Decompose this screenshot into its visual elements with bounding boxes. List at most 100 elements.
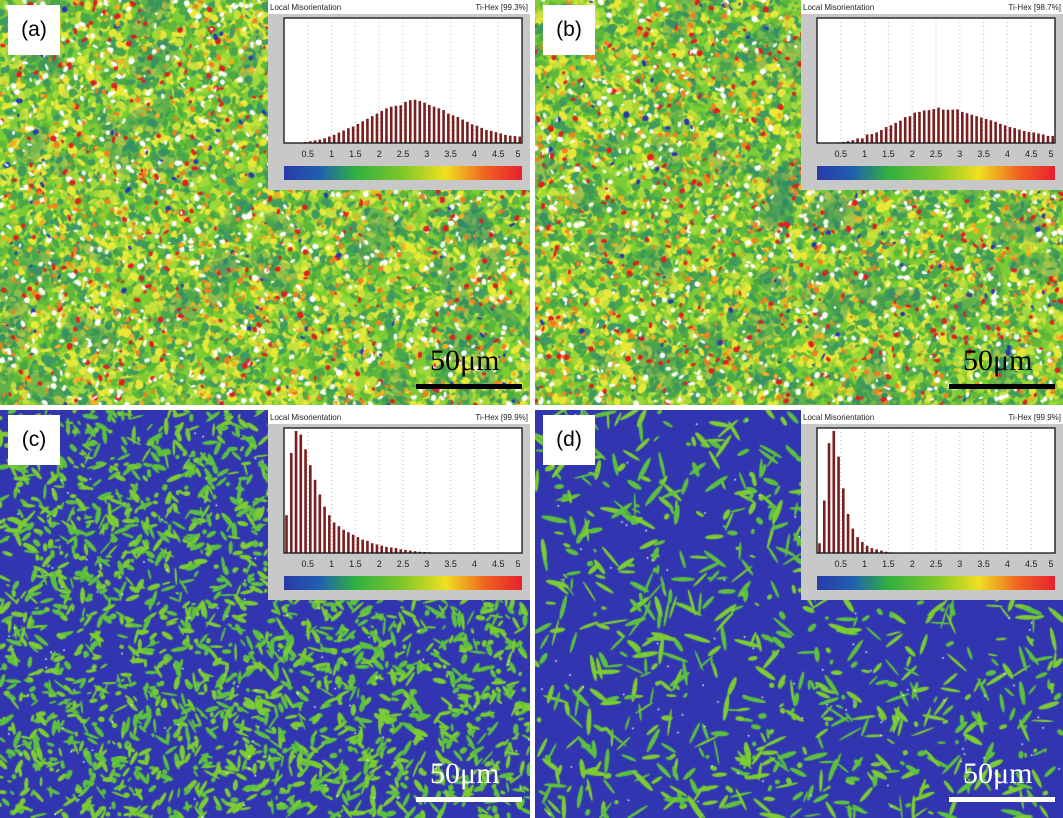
histogram-bar (309, 465, 312, 553)
histogram-inset: Local Misorientation Ti-Hex [98.7%] 0.5 1… (801, 0, 1063, 190)
x-tick-label: 4 (1005, 149, 1010, 159)
x-tick-label: 1 (329, 149, 334, 159)
histogram-bar (980, 117, 983, 143)
x-tick-label: 4 (472, 149, 477, 159)
histogram-bar (318, 139, 322, 143)
histogram-bar (447, 113, 450, 143)
x-tick-label: 4.5 (492, 559, 505, 569)
histogram-bar (332, 522, 336, 553)
colorbar (284, 576, 522, 590)
histogram-bar (884, 127, 888, 143)
x-tick-label: 5 (1048, 149, 1053, 159)
histogram-bar (432, 106, 436, 143)
colorbar (284, 166, 522, 180)
histogram-bar (385, 108, 388, 143)
inset-title: Local Misorientation (803, 413, 875, 422)
histogram-bar (956, 109, 959, 143)
phase-label: Ti-Hex [99.9%] (475, 413, 528, 422)
x-tick-label: 0.5 (302, 559, 315, 569)
histogram-bar (423, 102, 426, 143)
histogram-bar (485, 129, 488, 143)
x-tick-label: 2.5 (930, 149, 943, 159)
x-tick-label: 3.5 (977, 559, 990, 569)
histogram-bar (984, 118, 988, 143)
colorbar (817, 576, 1055, 590)
histogram-bar (328, 136, 331, 143)
histogram-bar (851, 140, 855, 143)
scale-label: 50μm (963, 757, 1033, 790)
histogram-bar (289, 452, 293, 553)
x-tick-label: 3.5 (444, 559, 457, 569)
histogram-bar (351, 126, 355, 143)
histogram-bar (894, 122, 897, 143)
x-tick-label: 1.5 (882, 149, 895, 159)
histogram-bar (385, 546, 388, 553)
histogram-bar (323, 506, 326, 553)
histogram-bar (970, 114, 974, 143)
histogram-bar (508, 135, 512, 143)
histogram-bar (399, 549, 403, 553)
histogram-bar (518, 136, 522, 143)
histogram-bar (428, 104, 431, 143)
plot-frame (283, 17, 523, 144)
x-tick-label: 0.5 (835, 149, 848, 159)
x-tick-label: 4.5 (1025, 559, 1038, 569)
histogram-bar (309, 141, 312, 143)
histogram-bar (494, 132, 498, 143)
phase-label: Ti-Hex [99.3%] (475, 3, 528, 12)
scale-line (949, 384, 1055, 389)
inset-title: Local Misorientation (803, 3, 875, 12)
histogram-bar (1003, 125, 1007, 143)
histogram-bar (937, 107, 940, 143)
histogram-bar (347, 532, 350, 553)
scale-label: 50μm (430, 344, 500, 377)
histogram-bar (903, 117, 907, 143)
histogram-bar (375, 544, 379, 553)
x-tick-label: 0.5 (835, 559, 848, 569)
histogram-bar (842, 488, 845, 553)
histogram-bar (394, 548, 398, 553)
histogram-bar (366, 118, 369, 143)
histogram-bar (941, 109, 945, 143)
histogram-bar (323, 138, 326, 143)
histogram-bar (1046, 135, 1050, 143)
plot-frame (816, 17, 1056, 144)
x-tick-label: 0.5 (302, 149, 315, 159)
x-tick-label: 5 (515, 149, 520, 159)
histogram-bar (489, 130, 493, 143)
histogram-bar (1018, 129, 1021, 143)
scale-label: 50μm (963, 344, 1033, 377)
histogram-bar (380, 110, 384, 143)
histogram-bar (918, 111, 921, 143)
histogram-bar (408, 100, 412, 143)
histogram-bar (961, 111, 964, 143)
histogram-bar (366, 540, 369, 553)
x-tick-label: 2 (910, 559, 915, 569)
histogram-bar (875, 132, 878, 143)
x-tick-label: 2 (910, 149, 915, 159)
histogram-bar (1041, 134, 1045, 143)
histogram-inset: Local Misorientation Ti-Hex [99.9%] 0.5 1… (268, 410, 530, 600)
x-tick-label: 4 (1005, 559, 1010, 569)
histogram-bar (851, 528, 855, 553)
x-tick-label: 5 (515, 559, 520, 569)
histogram-chart: 0.5 1 1.5 2 2.5 3 3.5 4 4.5 5 (268, 424, 530, 600)
histogram-bar (299, 434, 303, 553)
x-tick-label: 2 (377, 559, 382, 569)
histogram-bar (846, 513, 850, 553)
histogram-bar (361, 121, 364, 143)
histogram-bar (351, 534, 355, 553)
histogram-bar (356, 537, 360, 553)
histogram-bar (870, 134, 874, 143)
histogram-bar (337, 132, 341, 143)
histogram-bar (413, 99, 417, 143)
histogram-inset: Local Misorientation Ti-Hex [99.3%] 0.5 1… (268, 0, 530, 190)
histogram-bar (404, 101, 407, 143)
histogram-bar (399, 105, 403, 143)
histogram-inset: Local Misorientation Ti-Hex [99.9%] 0.5 1… (801, 410, 1063, 600)
histogram-bar (994, 121, 997, 143)
histogram-bar (389, 106, 393, 143)
histogram-bar (337, 526, 341, 553)
histogram-bar (927, 110, 931, 143)
histogram-bar (342, 130, 345, 143)
